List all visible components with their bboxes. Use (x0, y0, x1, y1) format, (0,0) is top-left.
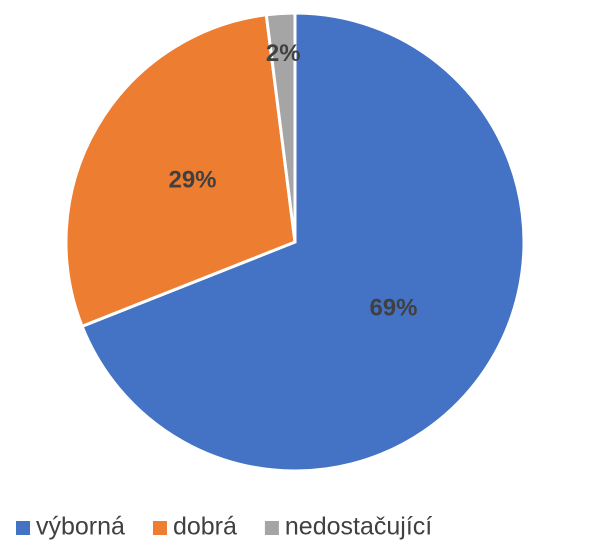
legend-swatch (264, 521, 279, 535)
data-label: 2% (266, 40, 301, 67)
pie-slice (64, 13, 297, 329)
legend-label: nedostačující (285, 513, 432, 541)
legend-swatch (16, 521, 30, 535)
data-label: 29% (168, 167, 216, 194)
data-label: 69% (369, 294, 417, 321)
pie-slice (80, 11, 526, 473)
legend-label: dobrá (173, 513, 237, 541)
legend-label: výborná (36, 513, 125, 541)
legend-swatch (152, 521, 167, 535)
pie-slice (264, 11, 297, 243)
